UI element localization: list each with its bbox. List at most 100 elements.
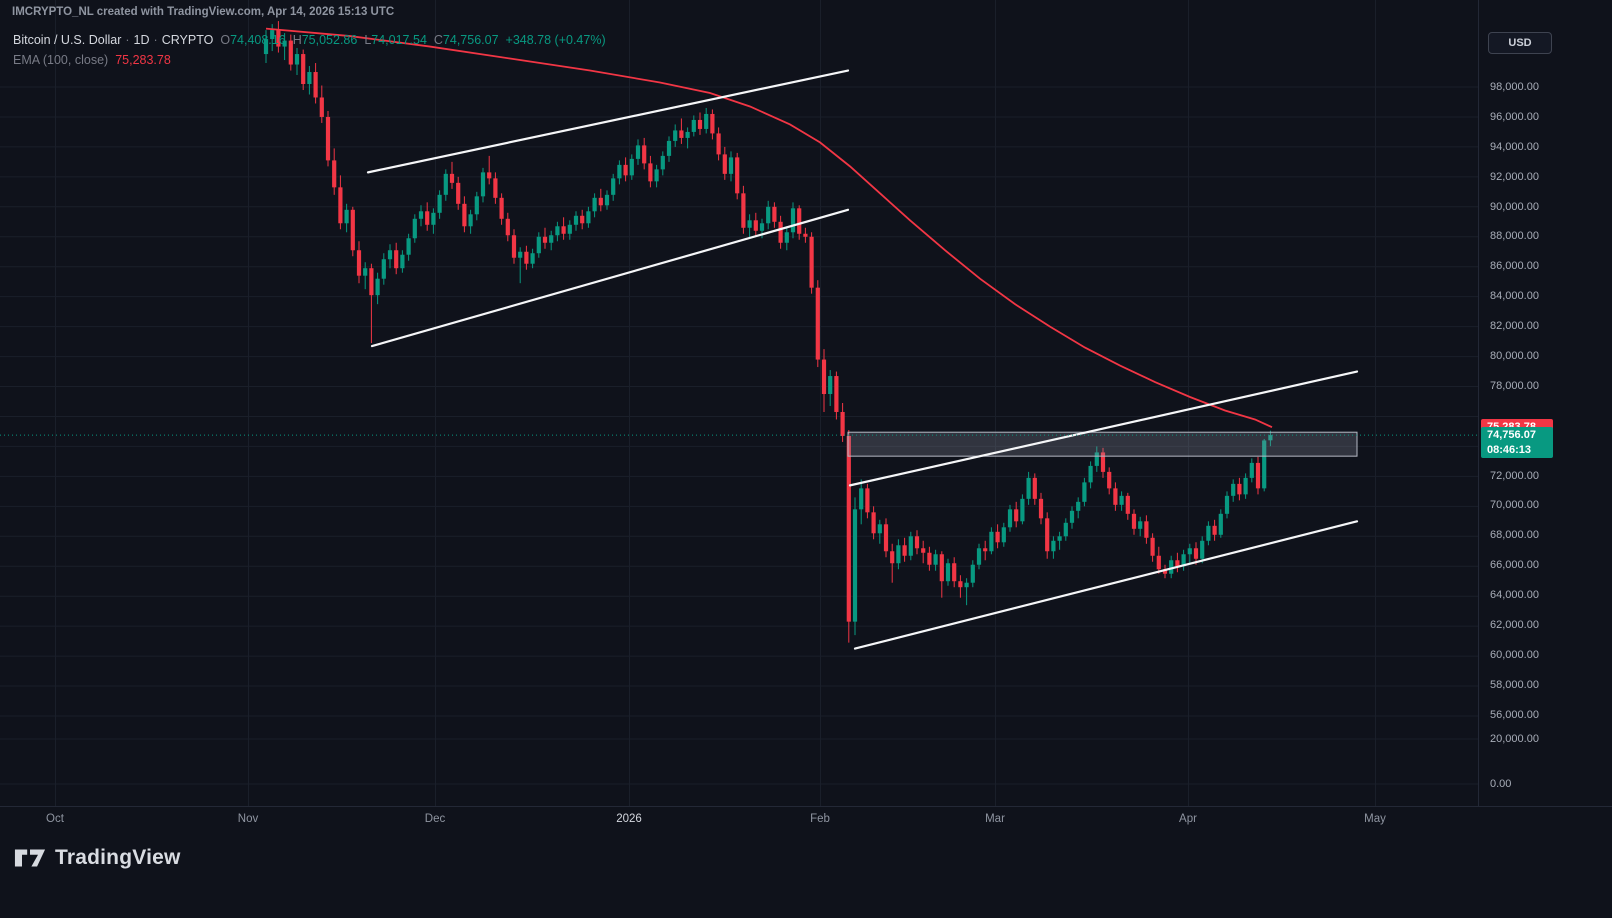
candle-body [350,209,355,251]
candle-body [437,194,442,213]
price-tick-label: 70,000.00 [1490,499,1539,511]
candle-body [1026,477,1031,499]
candle-body [400,254,405,269]
candle-body [580,215,585,224]
candle-body [1262,440,1267,489]
price-tick-label: 80,000.00 [1490,350,1539,362]
candle-body [1032,477,1037,499]
candle-body [679,130,684,138]
candle-body [344,209,349,224]
candle-body [387,250,393,260]
indicator-name: EMA (100, close) [13,52,109,67]
open-value: 74,408.16 [230,32,286,47]
candle-body [604,194,610,206]
indicator-value: 75,283.78 [115,52,171,67]
candle-body [394,250,399,269]
candle-body [1224,495,1230,514]
candle-body [852,509,858,622]
time-axis-separator [0,806,1612,807]
price-tick-label: 78,000.00 [1490,380,1539,392]
candle-body [1001,527,1006,543]
price-tick-label: 84,000.00 [1490,290,1539,302]
price-tick-label: 82,000.00 [1490,320,1539,332]
candle-body [542,236,548,243]
candle-body [821,359,827,395]
candle-body [983,548,988,552]
candle-body [834,376,839,412]
candle-body [555,226,560,236]
tradingview-wordmark: TradingView [55,846,181,869]
candle-body [1268,435,1273,441]
candle-body [673,130,678,141]
candle-body [890,551,895,564]
candle-body [648,163,653,182]
candle-body [697,119,703,129]
legend-separator: · [125,32,130,47]
candle-body [1212,525,1217,535]
candle-body [1131,513,1137,529]
candle-body [474,196,479,215]
time-axis[interactable]: Oct Nov Dec 2026 Feb Mar Apr May [0,807,1612,839]
candle-body [989,531,994,552]
candle-body [524,251,529,264]
candle-body [294,54,300,65]
candle-body [995,531,1000,543]
attribution-text: IMCRYPTO_NL created with TradingView.com… [12,6,395,18]
candle-body [1020,498,1025,522]
candle-body [914,536,920,549]
price-tick-label: 58,000.00 [1490,679,1539,691]
candle-body [1094,452,1099,466]
candle-body [1175,560,1180,567]
candle-body [369,268,374,296]
candle-body [425,211,430,225]
candle-body [828,376,833,395]
price-axis[interactable]: 75,283.78 74,756.07 08:46:13 98,000.0096… [1479,0,1612,806]
candle-body [933,554,938,565]
time-tick-label: 2026 [616,813,642,825]
candle-body [902,545,907,556]
time-tick-label: Oct [46,813,64,825]
trendline [370,208,850,348]
close-value: 74,756.07 [442,32,499,47]
price-tick-label: 92,000.00 [1490,171,1539,183]
price-tick-label: 96,000.00 [1490,111,1539,123]
candle-body [666,140,672,156]
candle-body [790,208,796,233]
symbol-legend-row[interactable]: Bitcoin / U.S. Dollar · 1D · CRYPTO O 74,… [13,31,606,48]
candle-body [1014,509,1019,522]
resistance-zone-box[interactable] [847,431,1358,457]
candle-body [772,206,777,222]
candle-body [635,145,641,159]
interval-label: 1D [133,32,150,47]
candle-body [418,211,424,219]
candle-body [338,187,343,224]
indicator-legend-row[interactable]: EMA (100, close) 75,283.78 [13,51,606,68]
candle-body [567,224,572,234]
trendline-drawings[interactable] [366,69,1359,650]
price-axis-separator [1478,0,1479,806]
change-value: +348.78 (+0.47%) [505,32,606,47]
price-tick-label: 64,000.00 [1490,589,1539,601]
candle-body [1119,495,1124,505]
candle-body [282,40,287,47]
candlestick-chart-pane[interactable] [0,0,1478,806]
candle-body [691,119,696,132]
price-tick-label: 98,000.00 [1490,81,1539,93]
tradingview-icon [14,849,46,867]
candle-body [741,193,746,228]
legend-separator: · [153,32,158,47]
candle-body [332,160,337,188]
price-tick-label: 66,000.00 [1490,559,1539,571]
price-tick-label: 86,000.00 [1490,260,1539,272]
candle-body [1181,554,1186,567]
candle-body [518,251,523,258]
candle-body [1169,560,1174,574]
candle-body [449,173,455,183]
tradingview-logo[interactable]: TradingView [14,846,181,870]
candle-body [1249,462,1254,478]
candle-body [549,235,554,243]
currency-toggle-button[interactable]: USD [1488,32,1552,54]
candle-body [1113,488,1118,505]
candle-body [313,72,318,98]
candle-body [1156,555,1161,570]
